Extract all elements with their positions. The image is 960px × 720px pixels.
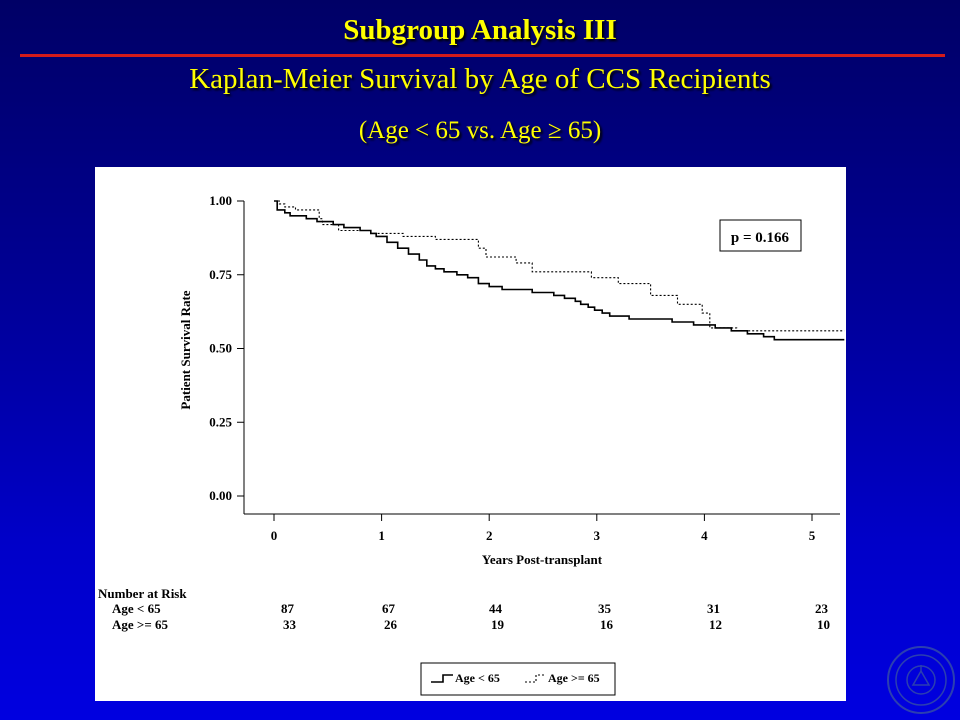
y-tick-label: 0.75	[209, 267, 232, 282]
x-tick-label: 1	[378, 528, 385, 543]
risk-value: 31	[707, 601, 720, 616]
slide-subtitle: Kaplan-Meier Survival by Age of CCS Reci…	[189, 63, 771, 95]
x-ticks: 0 1 2 3 4 5	[271, 514, 816, 543]
p-value-label: p = 0.166	[731, 230, 790, 246]
risk-value: 10	[817, 617, 830, 632]
legend: Age < 65 Age >= 65	[431, 671, 600, 685]
risk-value: 44	[489, 601, 503, 616]
y-tick-label: 0.00	[209, 488, 232, 503]
x-tick-label: 3	[594, 528, 601, 543]
legend-swatch-solid	[431, 674, 453, 683]
risk-table-header: Number at Risk	[98, 586, 187, 601]
risk-table: Age < 65 87 67 44 35 31 23 Age >= 65 33 26 19 16 12 1…	[112, 601, 830, 632]
risk-value: 23	[815, 601, 829, 616]
y-tick-label: 0.50	[209, 341, 232, 356]
risk-value: 16	[600, 617, 614, 632]
x-axis-label: Years Post-transplant	[482, 552, 603, 567]
risk-value: 26	[384, 617, 398, 632]
risk-value: 12	[709, 617, 722, 632]
y-axis-label: Patient Survival Rate	[178, 290, 193, 409]
risk-row-label: Age < 65	[112, 601, 161, 616]
title-divider	[20, 54, 945, 57]
risk-row-label: Age >= 65	[112, 617, 168, 632]
x-tick-label: 5	[809, 528, 816, 543]
y-tick-label: 0.25	[209, 414, 232, 429]
legend-label: Age < 65	[455, 671, 500, 685]
risk-value: 67	[382, 601, 396, 616]
y-tick-label: 1.00	[209, 193, 232, 208]
survival-curve-age-under-65	[274, 200, 845, 341]
risk-value: 87	[281, 601, 295, 616]
y-ticks: 0.00 0.25 0.50 0.75 1.00	[209, 193, 244, 503]
legend-label: Age >= 65	[548, 671, 600, 685]
university-seal-icon	[887, 646, 955, 714]
x-tick-label: 2	[486, 528, 493, 543]
slide-subtitle-age-groups: (Age < 65 vs. Age ≥ 65)	[358, 117, 602, 144]
slide-title: Subgroup Analysis III	[343, 14, 617, 46]
risk-value: 33	[283, 617, 297, 632]
risk-value: 19	[491, 617, 505, 632]
legend-swatch-dotted	[525, 674, 546, 683]
risk-value: 35	[598, 601, 612, 616]
legend-box	[420, 662, 616, 696]
p-value-box	[719, 219, 802, 252]
survival-curves	[274, 200, 845, 341]
x-tick-label: 0	[271, 528, 278, 543]
x-tick-label: 4	[701, 528, 708, 543]
